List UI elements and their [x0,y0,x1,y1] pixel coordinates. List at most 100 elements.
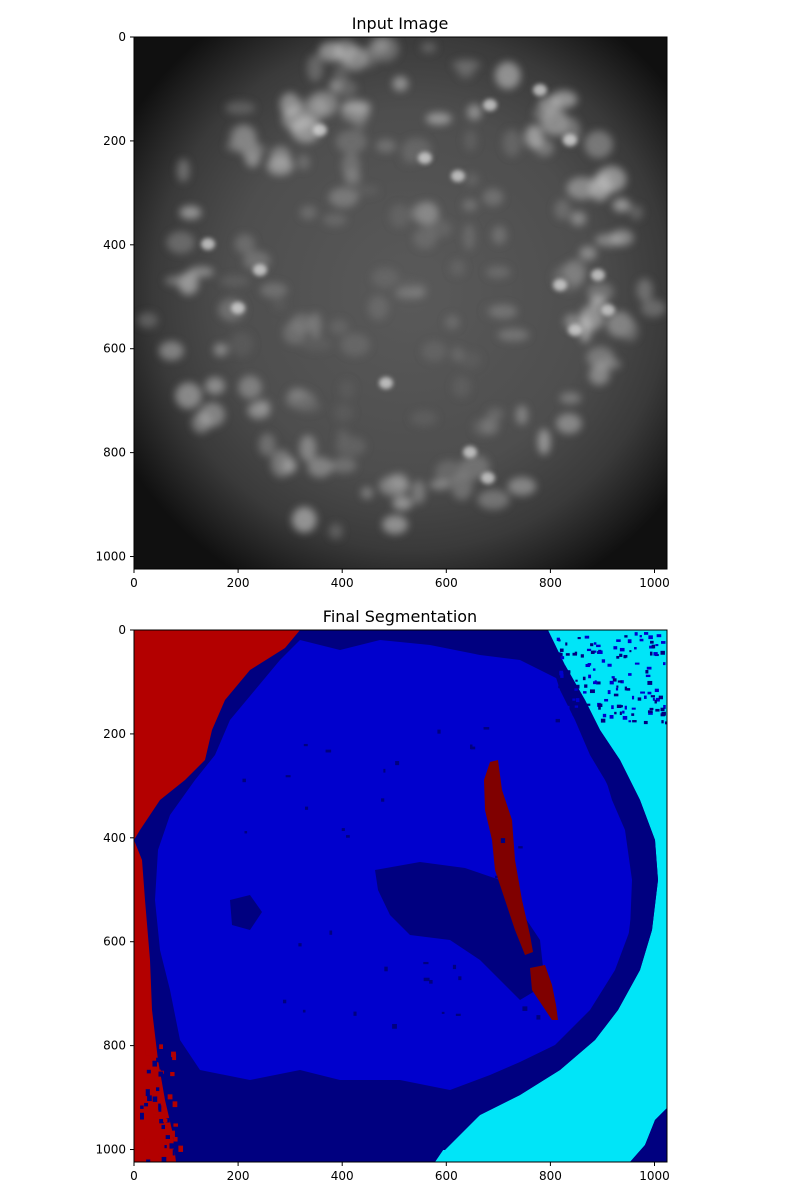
bright-spot [418,152,432,164]
segmentation-title: Final Segmentation [323,607,477,626]
speckle [169,1130,175,1138]
speckle [653,652,658,656]
segment-cyan-right [435,630,667,1162]
speckle [631,713,635,716]
speckle [140,1105,144,1109]
bright-spot [379,377,393,389]
bright-spot [159,341,184,361]
speckle [285,775,291,778]
bright-spot [291,506,317,533]
speckle [158,1153,163,1157]
x-tick-label: 600 [435,1169,458,1183]
bright-spot [515,405,528,425]
bright-spot [378,475,410,496]
speckle [650,640,654,644]
speckle [329,930,333,935]
speckle [609,715,614,719]
speckle [495,875,498,879]
speckle [602,713,607,718]
x-tick-label: 200 [227,1169,250,1183]
bright-spot [538,96,562,111]
bright-spot [137,312,158,329]
speckle [589,689,595,694]
speckle [631,707,636,710]
speckle [522,1006,528,1011]
speckle [616,655,620,659]
speckle [140,1112,144,1120]
segment-navy-pocket-2 [230,895,262,930]
speckle [660,707,665,712]
bright-spot [389,203,410,228]
speckle [160,1096,165,1100]
speckle [559,652,563,657]
bright-spot [579,315,592,343]
y-tick-label: 1000 [95,1143,126,1157]
speckle [654,688,659,693]
speckle [178,1083,181,1089]
segment-navy-corner [630,1108,667,1162]
speckle [647,691,652,695]
speckle [144,1102,149,1107]
speckle [156,1087,160,1092]
speckle [644,632,649,635]
speckle [353,1011,357,1016]
bright-spot [296,154,311,170]
x-tick-label: 600 [435,576,458,590]
bright-spot [449,259,466,277]
speckle [156,1057,162,1063]
speckle [242,778,246,783]
bright-spot [463,129,478,152]
speckle [172,1101,178,1108]
speckle [593,681,598,685]
speckle [615,687,619,691]
speckle [164,1088,168,1092]
speckle [558,685,561,689]
bright-spot [568,324,582,336]
speckle [643,695,647,699]
speckle [598,703,603,707]
speckle [173,1147,177,1152]
speckle [637,697,642,701]
speckle [607,663,612,667]
speckle [146,1138,150,1145]
speckle [649,645,655,649]
x-tick-label: 400 [331,1169,354,1183]
bright-spot [179,205,202,220]
bright-spot [336,428,349,443]
speckle [558,676,562,680]
speckle [173,1137,178,1142]
speckle [381,798,385,802]
speckle [616,685,619,688]
speckle [577,636,581,640]
speckle [611,676,615,679]
bright-spot [253,264,267,276]
speckle [650,695,656,698]
bright-spot [629,205,644,220]
speckle [660,713,665,717]
bright-spot [290,116,322,143]
y-tick-label: 1000 [95,550,126,564]
speckle [163,1118,168,1123]
speckle [612,678,617,682]
bright-spot [485,265,511,279]
speckle [634,662,640,665]
speckle [152,1096,158,1102]
speckle [145,1089,150,1097]
bright-spot [411,480,426,505]
bright-spot [260,282,288,298]
speckle [632,720,637,723]
bright-spot [563,134,577,146]
speckle [164,1145,167,1149]
speckle [629,650,632,653]
y-tick-label: 600 [103,342,126,356]
input-image-frame [133,36,668,570]
speckle [153,1114,158,1118]
bright-spot [225,101,256,115]
speckle [628,720,632,723]
bright-spot [204,377,225,395]
bright-spot [188,266,214,278]
speckle [634,647,637,650]
speckle [598,706,601,710]
x-tick-label: 800 [539,1169,562,1183]
speckle [616,639,621,642]
